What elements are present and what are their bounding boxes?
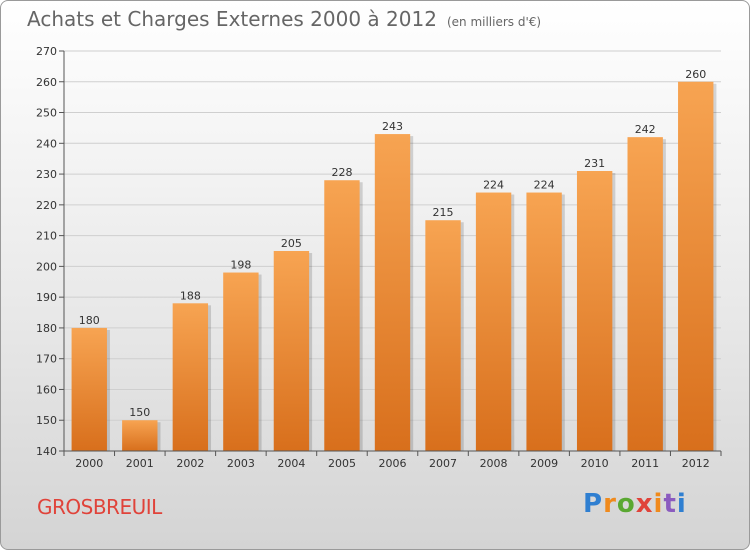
logo-letter: x <box>635 489 654 519</box>
data-label: 228 <box>331 166 352 179</box>
logo-letter: i <box>653 489 664 519</box>
data-label: 188 <box>180 289 201 302</box>
y-tick-label: 240 <box>36 137 57 150</box>
x-tick-label: 2004 <box>277 457 305 470</box>
bar <box>425 220 461 451</box>
y-tick-label: 180 <box>36 322 57 335</box>
x-tick-label: 2001 <box>126 457 154 470</box>
chart-title: Achats et Charges Externes 2000 à 2012 (e… <box>27 7 541 31</box>
x-tick-label: 2010 <box>581 457 609 470</box>
y-tick-label: 150 <box>36 414 57 427</box>
data-label: 243 <box>382 120 403 133</box>
logo-letter: P <box>583 489 604 519</box>
x-tick-label: 2006 <box>379 457 407 470</box>
data-label: 242 <box>635 123 656 136</box>
bar <box>475 192 512 452</box>
commune-name: GROSBREUIL <box>37 495 162 519</box>
x-tick-label: 2002 <box>176 457 204 470</box>
y-tick-label: 250 <box>36 107 57 120</box>
bar <box>324 180 360 451</box>
data-label: 150 <box>129 406 150 419</box>
bar <box>172 303 209 451</box>
logo-letter: r <box>603 489 617 519</box>
bars <box>71 81 717 452</box>
data-label: 180 <box>79 314 100 327</box>
bar <box>122 420 158 451</box>
data-label: 198 <box>230 259 251 272</box>
x-tick-label: 2005 <box>328 457 356 470</box>
y-tick-label: 270 <box>36 45 57 58</box>
x-tick-label: 2009 <box>530 457 558 470</box>
y-tick-label: 260 <box>36 76 57 89</box>
chart-title-text: Achats et Charges Externes 2000 à 2012 <box>27 7 437 31</box>
chart-unit: (en milliers d'€) <box>446 15 542 29</box>
y-tick-label: 170 <box>36 353 57 366</box>
data-labels: 180 150 188 198 205 228 243 215 224 224 231 242 260 <box>79 68 706 419</box>
bar <box>71 327 107 451</box>
x-tick-label: 2007 <box>429 457 457 470</box>
x-tick-label: 2008 <box>480 457 508 470</box>
data-label: 205 <box>281 237 302 250</box>
x-tick-label: 2000 <box>75 457 103 470</box>
logo-letter: i <box>676 489 687 519</box>
data-label: 215 <box>433 206 454 219</box>
data-label: 224 <box>483 179 504 192</box>
y-tick-label: 140 <box>36 445 57 458</box>
bar <box>678 81 714 452</box>
y-axis: 140 150 160 170 180 190 200 210 220 230 240 250 260 2… <box>36 45 65 458</box>
y-tick-label: 210 <box>36 230 57 243</box>
y-tick-label: 220 <box>36 199 57 212</box>
bar <box>374 134 411 452</box>
data-label: 231 <box>584 157 605 170</box>
bar <box>223 272 259 451</box>
bar <box>526 192 562 452</box>
x-tick-label: 2003 <box>227 457 255 470</box>
bar <box>273 251 310 451</box>
x-tick-label: 2012 <box>682 457 710 470</box>
y-tick-label: 230 <box>36 168 57 181</box>
bar <box>576 171 613 451</box>
data-label: 260 <box>685 68 706 81</box>
x-tick-label: 2011 <box>631 457 659 470</box>
y-tick-label: 190 <box>36 291 57 304</box>
data-label: 224 <box>534 179 555 192</box>
logo-letter: t <box>663 489 677 519</box>
bar <box>627 137 663 451</box>
logo-letter: o <box>616 489 636 519</box>
proxiti-logo: Proxiti <box>583 489 687 519</box>
y-tick-label: 200 <box>36 260 57 273</box>
x-axis: 2000 2001 2002 2003 2004 2005 2006 2007 2008 2009… <box>63 450 722 470</box>
y-tick-label: 160 <box>36 383 57 396</box>
